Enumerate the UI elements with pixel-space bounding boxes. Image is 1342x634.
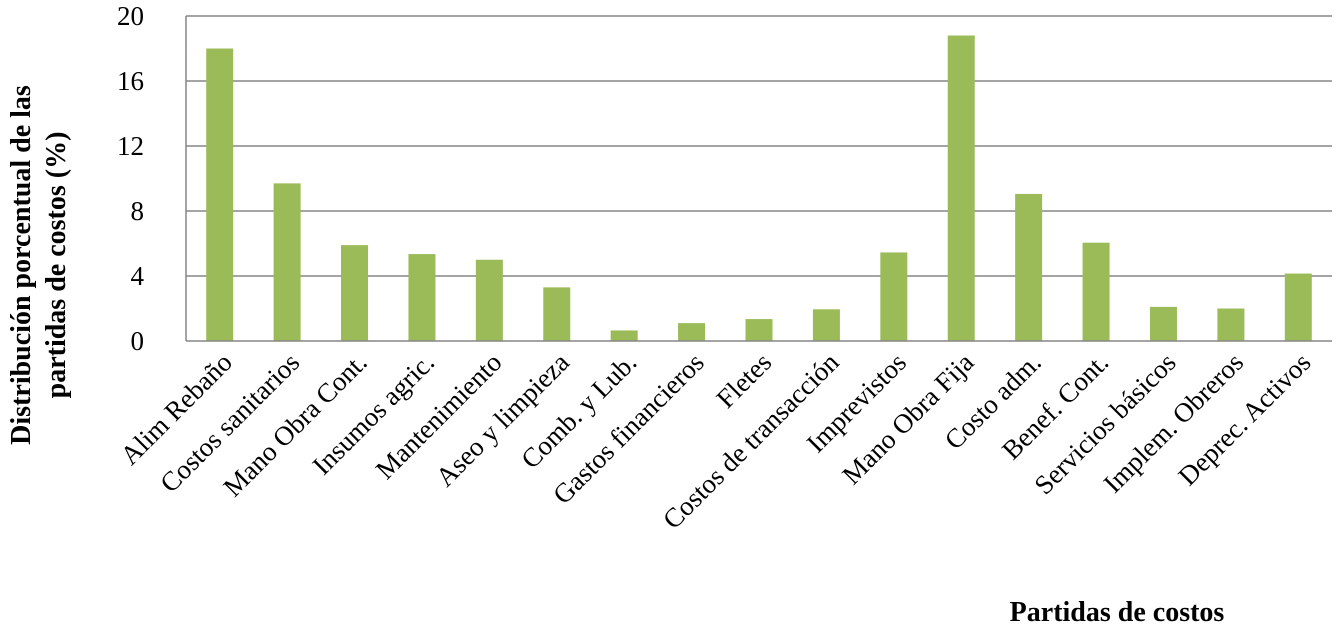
- bar: [1082, 242, 1110, 341]
- y-tick-label: 20: [117, 1, 144, 31]
- y-tick-label: 8: [131, 196, 145, 226]
- bar: [745, 319, 773, 341]
- bar: [1149, 306, 1177, 341]
- bar: [947, 35, 975, 341]
- bar: [610, 330, 638, 341]
- bar: [678, 323, 706, 341]
- y-axis-title-line: partidas de costos (%): [41, 132, 72, 399]
- gridlines: [186, 15, 1332, 277]
- y-tick-labels: 0 4 8 12 16 20: [117, 1, 145, 356]
- bar: [408, 254, 436, 341]
- bar: [1284, 273, 1312, 341]
- y-tick-label: 0: [131, 326, 145, 356]
- y-tick-label: 16: [117, 66, 144, 96]
- bar: [812, 309, 840, 341]
- y-tick-label: 12: [117, 131, 144, 161]
- bar: [880, 252, 908, 341]
- y-axis-title-line: Distribución porcentual de las: [6, 85, 37, 445]
- bar: [1015, 193, 1043, 341]
- bar: [475, 259, 503, 341]
- bar: [543, 287, 571, 341]
- bars: [206, 35, 1312, 341]
- bar: [273, 183, 301, 341]
- x-axis-title: Partidas de costos: [1010, 597, 1225, 628]
- axes: [185, 16, 1332, 342]
- bar: [1217, 308, 1245, 341]
- bar: [341, 245, 369, 341]
- bar: [206, 48, 234, 341]
- y-tick-label: 4: [131, 261, 145, 291]
